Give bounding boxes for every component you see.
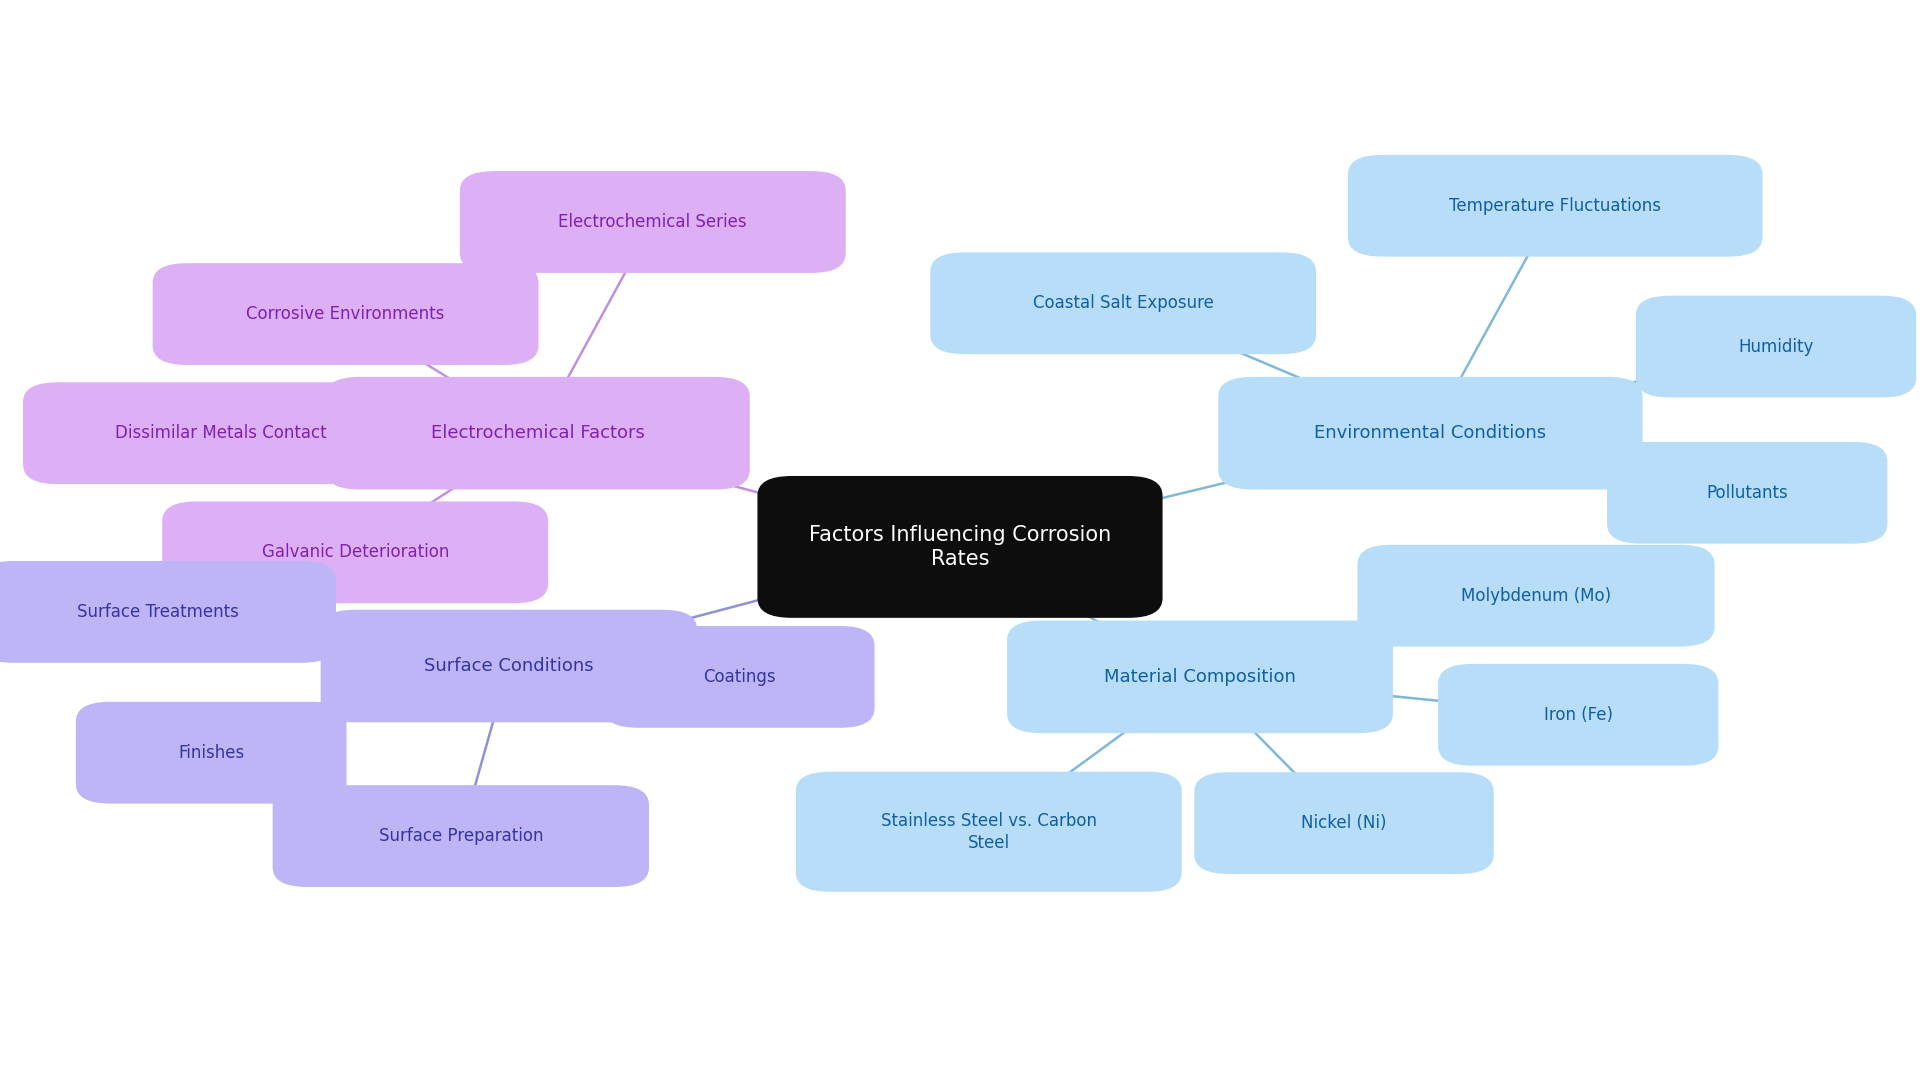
FancyBboxPatch shape [1348,155,1763,257]
Text: Galvanic Deterioration: Galvanic Deterioration [261,544,449,561]
FancyBboxPatch shape [1438,664,1718,766]
Text: Surface Conditions: Surface Conditions [424,657,593,675]
FancyBboxPatch shape [161,501,549,603]
FancyBboxPatch shape [929,252,1317,354]
Text: Pollutants: Pollutants [1707,484,1788,501]
FancyBboxPatch shape [1357,545,1715,647]
FancyBboxPatch shape [1194,772,1494,874]
Text: Material Composition: Material Composition [1104,668,1296,686]
FancyBboxPatch shape [1217,377,1642,490]
Text: Surface Treatments: Surface Treatments [77,603,238,621]
FancyBboxPatch shape [603,626,876,728]
Text: Iron (Fe): Iron (Fe) [1544,706,1613,723]
FancyBboxPatch shape [273,785,649,887]
Text: Electrochemical Series: Electrochemical Series [559,213,747,231]
FancyBboxPatch shape [23,382,419,484]
Text: Temperature Fluctuations: Temperature Fluctuations [1450,197,1661,214]
Text: Finishes: Finishes [179,744,244,761]
Text: Coastal Salt Exposure: Coastal Salt Exposure [1033,295,1213,312]
Text: Nickel (Ni): Nickel (Ni) [1302,814,1386,832]
Text: Molybdenum (Mo): Molybdenum (Mo) [1461,587,1611,604]
Text: Dissimilar Metals Contact: Dissimilar Metals Contact [115,425,326,442]
Text: Electrochemical Factors: Electrochemical Factors [430,425,645,442]
FancyBboxPatch shape [1636,296,1916,397]
FancyBboxPatch shape [461,171,845,273]
FancyBboxPatch shape [326,377,751,490]
Text: Coatings: Coatings [703,668,776,686]
FancyBboxPatch shape [0,561,336,663]
FancyBboxPatch shape [77,702,346,804]
FancyBboxPatch shape [756,477,1162,617]
FancyBboxPatch shape [152,263,538,365]
FancyBboxPatch shape [321,610,697,722]
Text: Humidity: Humidity [1738,338,1814,355]
Text: Corrosive Environments: Corrosive Environments [246,305,445,323]
Text: Factors Influencing Corrosion
Rates: Factors Influencing Corrosion Rates [808,524,1112,570]
FancyBboxPatch shape [1006,621,1394,733]
Text: Stainless Steel vs. Carbon
Steel: Stainless Steel vs. Carbon Steel [881,811,1096,852]
Text: Surface Preparation: Surface Preparation [378,827,543,845]
Text: Environmental Conditions: Environmental Conditions [1315,425,1546,442]
FancyBboxPatch shape [1607,442,1887,544]
FancyBboxPatch shape [795,772,1181,892]
